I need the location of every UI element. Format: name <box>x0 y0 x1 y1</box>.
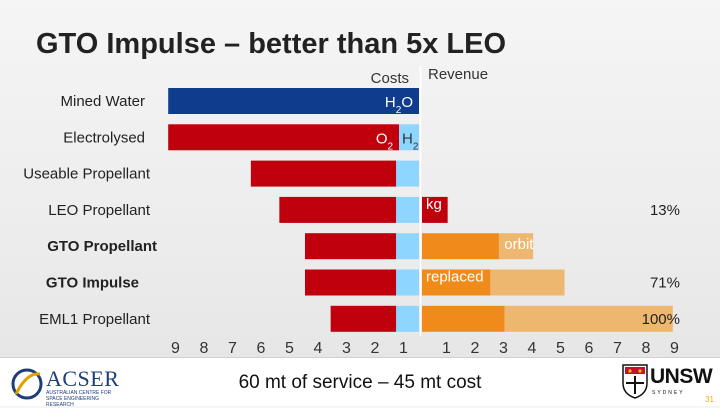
cost-bar-segment <box>396 269 419 296</box>
revenue-bar-segment <box>422 196 448 223</box>
bar-row: GTO Impulse replaced 71% <box>46 269 680 296</box>
cost-bar-segment <box>396 160 419 187</box>
revenue-bar-label: kg <box>426 196 442 213</box>
row-label: EML1 Propellant <box>39 311 151 328</box>
cost-bar-segment <box>168 124 400 151</box>
footer-caption: 60 mt of service – 45 mt cost <box>238 372 482 393</box>
revenue-bar-label: orbit <box>504 236 534 253</box>
acser-swoosh-icon <box>11 368 43 400</box>
x-tick-label: 9 <box>670 340 679 357</box>
x-tick-label: 5 <box>285 340 294 357</box>
cost-bar-segment <box>250 160 397 187</box>
x-tick-label: 1 <box>442 340 451 357</box>
row-label: GTO Propellant <box>47 238 157 255</box>
cost-bar-segment <box>279 196 397 223</box>
acser-wordmark: ACSER <box>46 366 120 391</box>
revenue-header: Revenue <box>428 66 488 83</box>
x-tick-label: 2 <box>471 340 480 357</box>
cost-bar-segment <box>305 269 397 296</box>
cost-bar-segment <box>168 88 419 114</box>
row-percent-label: 13% <box>650 202 680 219</box>
cost-bar-segment <box>399 124 419 151</box>
revenue-bar-segment <box>422 269 491 296</box>
row-label: LEO Propellant <box>48 202 151 219</box>
chart-axis: 9 8 7 6 5 4 3 2 1 1 2 3 4 5 6 7 8 9 <box>171 340 679 357</box>
x-tick-label: 7 <box>228 340 237 357</box>
x-tick-label: 3 <box>499 340 508 357</box>
row-label: GTO Impulse <box>46 275 139 292</box>
x-tick-label: 4 <box>314 340 323 357</box>
cost-bar-segment <box>330 305 397 332</box>
x-tick-label: 9 <box>171 340 180 357</box>
x-tick-label: 4 <box>528 340 537 357</box>
x-tick-label: 8 <box>642 340 651 357</box>
bar-row: Useable Propellant <box>23 160 419 187</box>
x-tick-label: 6 <box>585 340 594 357</box>
bar-row: Mined Water H2O <box>61 88 419 116</box>
x-tick-label: 8 <box>200 340 209 357</box>
x-tick-label: 3 <box>342 340 351 357</box>
revenue-bar-segment <box>422 233 499 260</box>
slide-number: 31 <box>705 395 714 404</box>
cost-bar-segment <box>396 305 419 332</box>
row-label: Useable Propellant <box>23 166 151 183</box>
bar-row: GTO Propellant orbit <box>47 233 534 260</box>
x-tick-label: 5 <box>556 340 565 357</box>
row-label: Electrolysed <box>63 129 145 146</box>
bar-row: Electrolysed O2 H2 <box>63 124 419 152</box>
diverging-bar-chart: Costs Revenue Mined Water H2O Electrolysed O2… <box>23 66 680 357</box>
unsw-wordmark: UNSW <box>650 365 713 388</box>
unsw-subtitle: SYDNEY <box>652 390 685 396</box>
x-tick-label: 6 <box>257 340 266 357</box>
unsw-logo: UNSW SYDNEY <box>622 363 714 403</box>
slide-title: GTO Impulse – better than 5x LEO <box>36 28 507 60</box>
revenue-bar-label: replaced <box>426 269 484 286</box>
bar-row: EML1 Propellant 100% <box>39 305 680 332</box>
x-tick-label: 1 <box>399 340 408 357</box>
footer-bar: ACSER AUSTRALIAN CENTRE FOR SPACE ENGINE… <box>0 357 720 408</box>
cost-bar-label: H2O <box>385 94 413 116</box>
cost-bar-segment <box>396 196 419 223</box>
cost-bar-segment <box>396 233 419 260</box>
bar-row: LEO Propellant kg 13% <box>48 196 680 223</box>
cost-bar-segment <box>305 233 397 260</box>
row-percent-label: 71% <box>650 275 680 292</box>
costs-header: Costs <box>371 70 409 87</box>
x-tick-label: 7 <box>613 340 622 357</box>
row-percent-label: 100% <box>642 311 680 328</box>
chart-rows: Costs Revenue Mined Water H2O Electrolysed O2… <box>23 66 680 336</box>
unsw-crest-icon <box>622 364 648 399</box>
revenue-bar-segment <box>504 305 673 332</box>
row-label: Mined Water <box>61 93 145 110</box>
revenue-bar-segment <box>490 269 565 296</box>
revenue-bar-segment <box>422 305 505 332</box>
x-tick-label: 2 <box>371 340 380 357</box>
revenue-bar-segment <box>498 233 534 260</box>
